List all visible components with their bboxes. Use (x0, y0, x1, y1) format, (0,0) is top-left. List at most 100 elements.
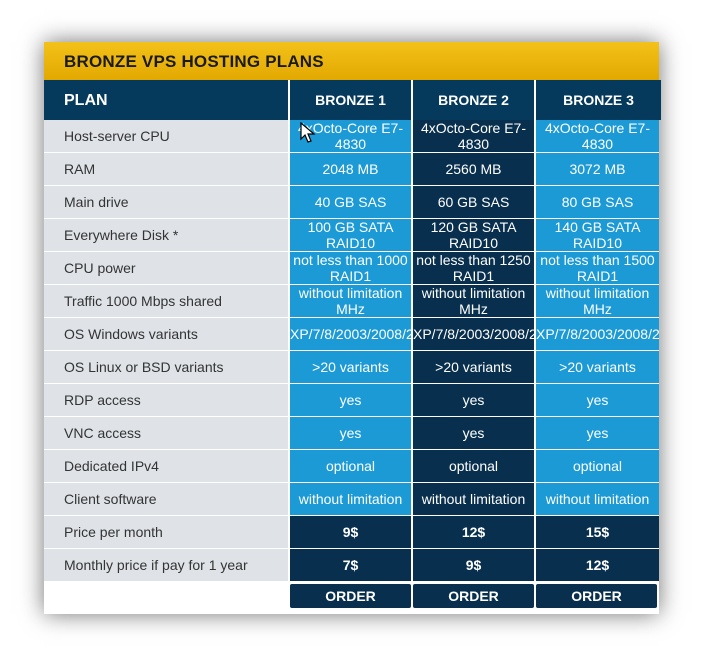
cell-bronze-2: yes (413, 417, 534, 449)
cell-bronze-1: without limitation MHz (290, 285, 411, 317)
cell-bronze-3: not less than 1500 RAID1 (536, 252, 659, 284)
cell-bronze-3: XP/7/8/2003/2008/2 (536, 318, 659, 350)
cell-bronze-1: yes (290, 417, 411, 449)
cell-bronze-3: 12$ (536, 549, 659, 581)
row-label: Price per month (44, 516, 288, 548)
cell-value: without limitation (298, 285, 403, 301)
cell-value-continued: 4830 (334, 136, 367, 152)
table-row: Main drive 40 GB SAS 60 GB SAS 80 GB SAS (44, 186, 659, 218)
cell-value: 4xOcto-Core E7- (420, 120, 527, 136)
row-label: OS Windows variants (44, 318, 288, 350)
mouse-cursor-icon (300, 122, 316, 143)
table-row: VNC access yes yes yes (44, 417, 659, 449)
cell-value: 4xOcto-Core E7- (297, 120, 404, 136)
row-label: VNC access (44, 417, 288, 449)
cell-bronze-1: optional (290, 450, 411, 482)
cell-value-continued: MHz (583, 301, 612, 317)
cell-bronze-1: 9$ (290, 516, 411, 548)
cell-bronze-2: yes (413, 384, 534, 416)
cell-value-continued: 4830 (457, 136, 490, 152)
table-row: Monthly price if pay for 1 year 7$ 9$ 12$ (44, 549, 659, 581)
cell-value-continued: MHz (336, 301, 365, 317)
cell-value: not less than 1000 (293, 252, 408, 268)
cell-value: 140 GB SATA (554, 219, 641, 235)
plan-column-header: PLAN (44, 80, 288, 120)
cell-bronze-2: not less than 1250 RAID1 (413, 252, 534, 284)
cell-bronze-1: 100 GB SATA RAID10 (290, 219, 411, 251)
table-row: Host-server CPU 4xOcto-Core E7- 4830 4xOcto… (44, 120, 659, 152)
row-label: Host-server CPU (44, 120, 288, 152)
row-label: RDP access (44, 384, 288, 416)
cell-value: without limitation (545, 285, 650, 301)
row-label: Dedicated IPv4 (44, 450, 288, 482)
cell-value-continued: RAID1 (576, 268, 619, 284)
plan-header-label: PLAN (64, 92, 108, 109)
order-bronze-1-button[interactable]: ORDER (290, 584, 411, 608)
cell-bronze-3: yes (536, 417, 659, 449)
cell-value-continued: RAID10 (448, 235, 499, 251)
row-label-text: OS Windows variants (64, 326, 198, 342)
cell-bronze-3: 80 GB SAS (536, 186, 659, 218)
cell-bronze-2: without limitation (413, 483, 534, 515)
cell-bronze-2: 60 GB SAS (413, 186, 534, 218)
row-label-text: OS Linux or BSD variants (64, 359, 224, 375)
cell-value: not less than 1250 (416, 252, 531, 268)
row-label-text: Dedicated IPv4 (64, 458, 159, 474)
order-bronze-2-button[interactable]: ORDER (413, 584, 534, 608)
cell-bronze-2: without limitation MHz (413, 285, 534, 317)
cell-bronze-2: optional (413, 450, 534, 482)
cell-bronze-3: without limitation MHz (536, 285, 659, 317)
cell-bronze-2: 9$ (413, 549, 534, 581)
row-label-text: Traffic 1000 Mbps shared (64, 293, 222, 309)
cell-bronze-1: >20 variants (290, 351, 411, 383)
table-row: Dedicated IPv4 optional optional optional (44, 450, 659, 482)
row-label-text: RDP access (64, 392, 141, 408)
table-row: OS Windows variants XP/7/8/2003/2008/2 XP/… (44, 318, 659, 350)
row-label-text: Client software (64, 491, 157, 507)
cell-bronze-3: >20 variants (536, 351, 659, 383)
cell-value: 120 GB SATA (430, 219, 517, 235)
table-row: Client software without limitation without… (44, 483, 659, 515)
table-row: Traffic 1000 Mbps shared without limitati… (44, 285, 659, 317)
row-label: RAM (44, 153, 288, 185)
cell-bronze-3: 3072 MB (536, 153, 659, 185)
table-row: Price per month 9$ 12$ 15$ (44, 516, 659, 548)
row-label-text: Main drive (64, 194, 129, 210)
cell-value-continued: 4830 (581, 136, 614, 152)
cell-bronze-1: 40 GB SAS (290, 186, 411, 218)
cell-value: 100 GB SATA (307, 219, 394, 235)
cell-bronze-1: XP/7/8/2003/2008/2 (290, 318, 411, 350)
table-row: CPU power not less than 1000 RAID1 not less… (44, 252, 659, 284)
row-label: Main drive (44, 186, 288, 218)
row-label-text: VNC access (64, 425, 142, 441)
cell-value: without limitation (421, 285, 526, 301)
cell-bronze-2: 120 GB SATA RAID10 (413, 219, 534, 251)
row-label: Monthly price if pay for 1 year (44, 549, 288, 581)
cell-bronze-2: 4xOcto-Core E7- 4830 (413, 120, 534, 152)
table-row: OS Linux or BSD variants >20 variants >20 … (44, 351, 659, 383)
table-row: RAM 2048 MB 2560 MB 3072 MB (44, 153, 659, 185)
cell-bronze-3: yes (536, 384, 659, 416)
row-label: CPU power (44, 252, 288, 284)
cell-bronze-3: without limitation (536, 483, 659, 515)
row-label-text: Everywhere Disk * (64, 227, 179, 243)
row-label: Traffic 1000 Mbps shared (44, 285, 288, 317)
page-title: BRONZE VPS HOSTING PLANS (64, 52, 324, 71)
row-label-text: Monthly price if pay for 1 year (64, 557, 248, 573)
cell-bronze-1: yes (290, 384, 411, 416)
cell-bronze-2: >20 variants (413, 351, 534, 383)
row-label: Client software (44, 483, 288, 515)
bronze-3-header: BRONZE 3 (534, 80, 661, 120)
order-bronze-3-button[interactable]: ORDER (536, 584, 657, 608)
cell-bronze-3: optional (536, 450, 659, 482)
cell-bronze-2: XP/7/8/2003/2008/2 (413, 318, 534, 350)
table-row: RDP access yes yes yes (44, 384, 659, 416)
cell-value-continued: RAID10 (572, 235, 623, 251)
cell-bronze-3: 4xOcto-Core E7- 4830 (536, 120, 659, 152)
cell-value-continued: MHz (459, 301, 488, 317)
title-banner: BRONZE VPS HOSTING PLANS (44, 42, 659, 81)
pricing-panel: BRONZE VPS HOSTING PLANS PLAN BRONZE 1 B… (44, 42, 661, 614)
table-row: Everywhere Disk * 100 GB SATA RAID10 120 GB… (44, 219, 659, 251)
cell-value: 4xOcto-Core E7- (544, 120, 651, 136)
row-label-text: Host-server CPU (64, 128, 170, 144)
